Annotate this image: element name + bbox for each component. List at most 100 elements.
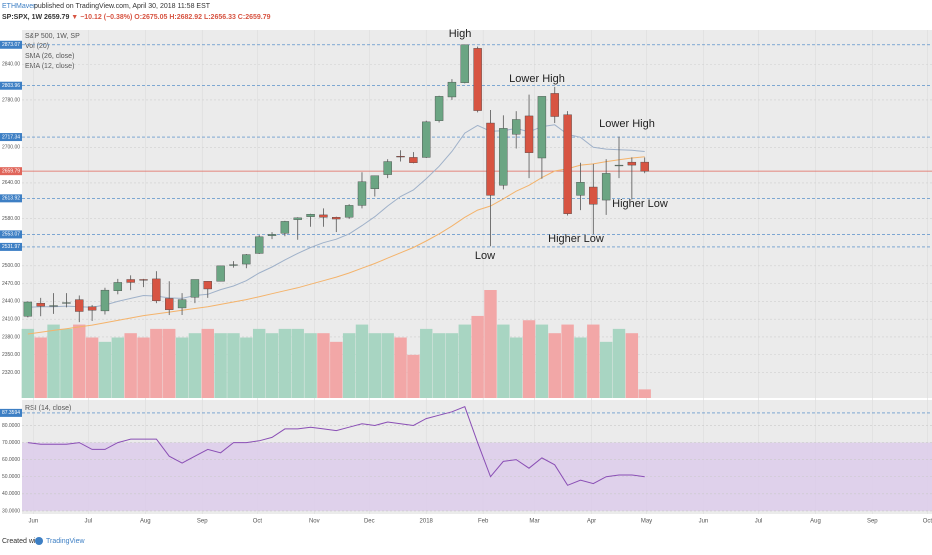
rsi-band [22, 442, 932, 511]
candle-body [49, 305, 58, 307]
volume-bar [317, 333, 330, 398]
candle-body [126, 279, 135, 283]
volume-bar [432, 333, 446, 398]
volume-bar [407, 354, 420, 398]
volume-bar [638, 389, 651, 398]
rsi-level-label: 87.3594 [2, 410, 20, 416]
volume-bar [381, 333, 394, 398]
x-tick-label: Jul [755, 519, 763, 525]
candle-body [203, 281, 212, 290]
y-tick-label: 2500.00 [2, 263, 20, 269]
symbol: SP:SPX, 1W [2, 14, 42, 21]
annotation: Low [475, 250, 495, 262]
rsi-line [27, 406, 645, 486]
volume-bar [265, 333, 279, 398]
y-tick-label: 50.0000 [2, 474, 20, 480]
x-tick-label: Feb [478, 519, 489, 525]
volume-bar [163, 328, 176, 398]
volume-bar [175, 337, 189, 398]
volume-bar [137, 337, 150, 398]
y-tick-label: 2640.00 [2, 180, 20, 186]
candle-body [23, 301, 33, 317]
y-tick-label: 2780.00 [2, 97, 20, 103]
candle-body [152, 278, 161, 302]
volume-bar [47, 324, 60, 398]
published: published on TradingView.com, April 30, … [34, 3, 211, 10]
candle-body [576, 182, 585, 196]
volume-bar [278, 328, 292, 398]
volume-bar [291, 328, 304, 398]
candle-body [229, 264, 238, 266]
x-tick-label: Sep [867, 519, 878, 525]
level-label: 2613.92 [2, 196, 20, 202]
volume-bar [124, 333, 137, 398]
candle-body [396, 156, 405, 158]
candle-body [332, 217, 341, 220]
x-tick-label: Jul [85, 519, 93, 525]
volume-bar [111, 337, 125, 398]
volume-bar [330, 341, 343, 398]
volume-bar [21, 328, 35, 398]
candle-body [139, 279, 148, 281]
x-tick-label: Jun [29, 519, 39, 525]
candle-body [280, 221, 290, 234]
level-box [0, 242, 22, 251]
footer-created: Created with [2, 538, 41, 545]
level-box [0, 81, 22, 90]
volume-bar [342, 333, 356, 398]
x-tick-label: Mar [529, 519, 539, 525]
x-tick-label: May [641, 519, 652, 525]
arrow: ▼ [71, 14, 78, 21]
volume-bar [150, 328, 163, 398]
volume-bar [471, 315, 484, 398]
y-tick-label: 2380.00 [2, 334, 20, 340]
candle-body [190, 279, 200, 298]
y-tick-label: 2350.00 [2, 352, 20, 358]
volume-bar [509, 337, 523, 398]
volume-bar [497, 324, 510, 398]
volume-bar [394, 337, 407, 398]
volume-bar [34, 337, 47, 398]
volume-bar [98, 341, 112, 398]
candle-body [113, 282, 123, 291]
candle-body [589, 186, 598, 205]
level-label: 2717.34 [2, 134, 20, 140]
volume-bar [445, 333, 459, 398]
volume-bar [420, 328, 433, 398]
candle-body [165, 298, 174, 310]
candle-body [460, 44, 469, 83]
volume-bar [522, 320, 536, 398]
y-tick-label: 2840.00 [2, 62, 20, 68]
level-box [0, 230, 22, 239]
candle-body [422, 121, 431, 158]
annotation: Lower High [599, 118, 655, 130]
annotation: Lower High [509, 73, 565, 85]
legend-sma: SMA (26, close) [25, 53, 74, 60]
y-tick-label: 2440.00 [2, 299, 20, 305]
y-tick-label: 60.0000 [2, 457, 20, 463]
x-tick-label: Apr [587, 519, 596, 525]
candle-body [499, 128, 508, 186]
y-tick-label: 2700.00 [2, 145, 20, 151]
x-tick-label: Aug [140, 519, 151, 525]
annotation: Higher Low [548, 233, 604, 245]
candle-body [550, 93, 559, 117]
brand-logo [35, 537, 43, 545]
volume-bar [73, 324, 86, 398]
last-price: 2659.79 [44, 14, 69, 21]
y-tick-label: 70.0000 [2, 440, 20, 446]
candle-body [293, 217, 302, 220]
volume-bar [587, 324, 600, 398]
volume-bar [599, 341, 613, 398]
candle-body [75, 299, 84, 312]
symbol-line: SP:SPX, 1W 2659.79 ▼ −10.12 (−0.38%) O:2… [2, 14, 271, 21]
author[interactable]: ETHMaver [2, 3, 36, 10]
x-tick-label: Aug [810, 519, 821, 525]
footer-brand[interactable]: TradingView [46, 538, 85, 545]
last-label: 2659.79 [2, 168, 20, 174]
volume-bar [60, 328, 73, 398]
level-box [0, 194, 22, 203]
volume-bar [304, 333, 317, 398]
candle-body [627, 161, 637, 166]
